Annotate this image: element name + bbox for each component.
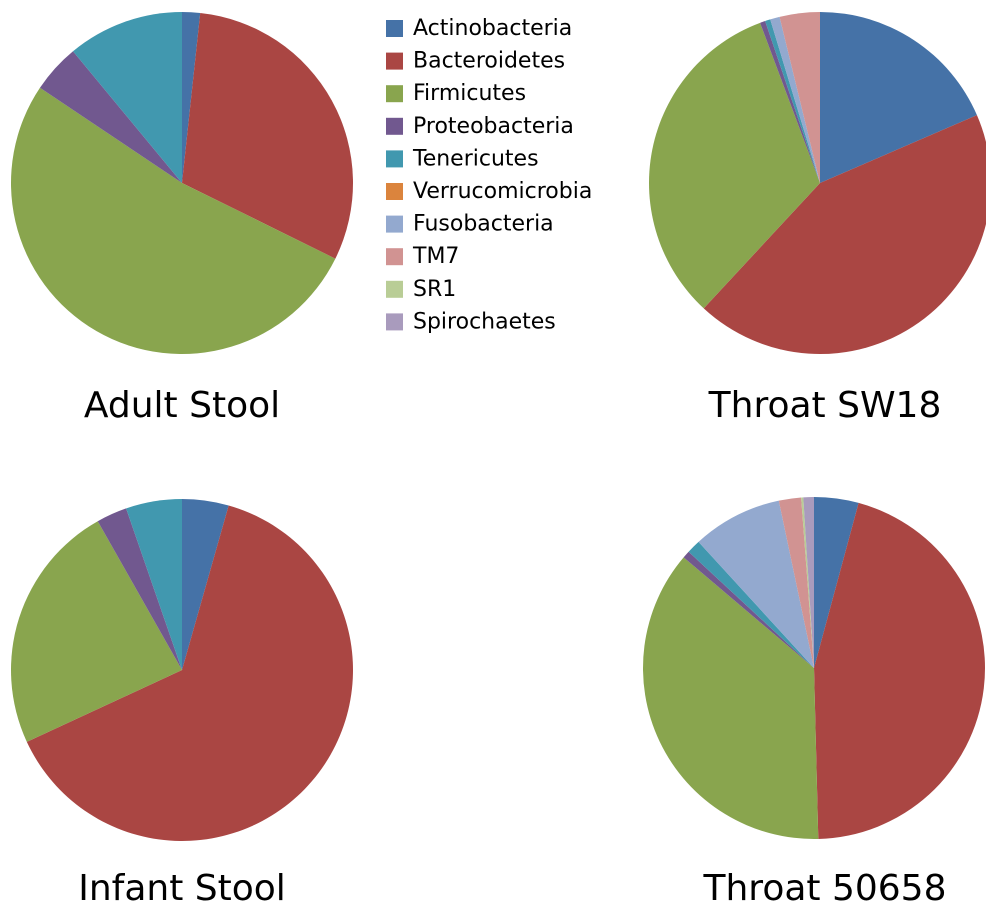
legend-label: Proteobacteria	[413, 114, 574, 139]
pie-slice	[778, 497, 814, 668]
pie-slice	[703, 115, 986, 354]
pie-slice	[765, 19, 820, 184]
legend-label: Actinobacteria	[413, 16, 572, 41]
pie-slice	[814, 502, 985, 839]
chart-title: Adult Stool	[84, 385, 280, 426]
pie-slice	[39, 51, 182, 184]
legend-swatch	[386, 313, 403, 331]
legend-swatch	[386, 215, 403, 233]
pie-slice	[73, 12, 182, 183]
pie-slice	[182, 12, 354, 259]
pie-slice	[11, 521, 182, 742]
legend-label: TM7	[412, 244, 459, 269]
pie-slice	[779, 12, 820, 183]
pie-slice	[26, 505, 354, 842]
pie-slice	[182, 12, 201, 183]
pie-slice	[770, 16, 820, 184]
legend-swatch	[386, 248, 403, 266]
pie-slice	[688, 541, 814, 668]
pie-slice	[642, 557, 819, 839]
pie-slice	[760, 21, 820, 184]
chart-title: Throat SW18	[708, 385, 942, 426]
legend-label: Spirochaetes	[413, 309, 556, 334]
legend-swatch	[386, 280, 403, 298]
pie-slice	[698, 500, 814, 668]
pie-slice	[683, 551, 814, 668]
legend-swatch	[386, 183, 403, 200]
legend-label: Verrucomicrobia	[413, 179, 592, 204]
legend-swatch	[386, 85, 403, 103]
pie-slice	[182, 499, 229, 670]
legend-label: Bacteroidetes	[413, 49, 565, 74]
legend-swatch	[386, 20, 403, 37]
legend-label: SR1	[413, 277, 456, 302]
pie-slice	[801, 497, 814, 668]
pie-slice	[97, 508, 182, 670]
legend-swatch	[386, 52, 403, 70]
chart-title: Throat 50658	[703, 868, 947, 909]
legend-label: Firmicutes	[413, 81, 526, 106]
legend-label: Tenericutes	[412, 146, 539, 171]
legend-label: Fusobacteria	[413, 212, 554, 237]
chart-title: Infant Stool	[78, 868, 286, 909]
pie-slice	[11, 87, 336, 354]
legend-swatch	[386, 117, 403, 135]
pie-slice	[803, 497, 814, 668]
legend-swatch	[386, 150, 403, 168]
pie-slice	[649, 22, 820, 309]
pie-slice	[820, 11, 977, 183]
pie-slice	[126, 499, 182, 670]
pie-slice	[814, 497, 859, 668]
